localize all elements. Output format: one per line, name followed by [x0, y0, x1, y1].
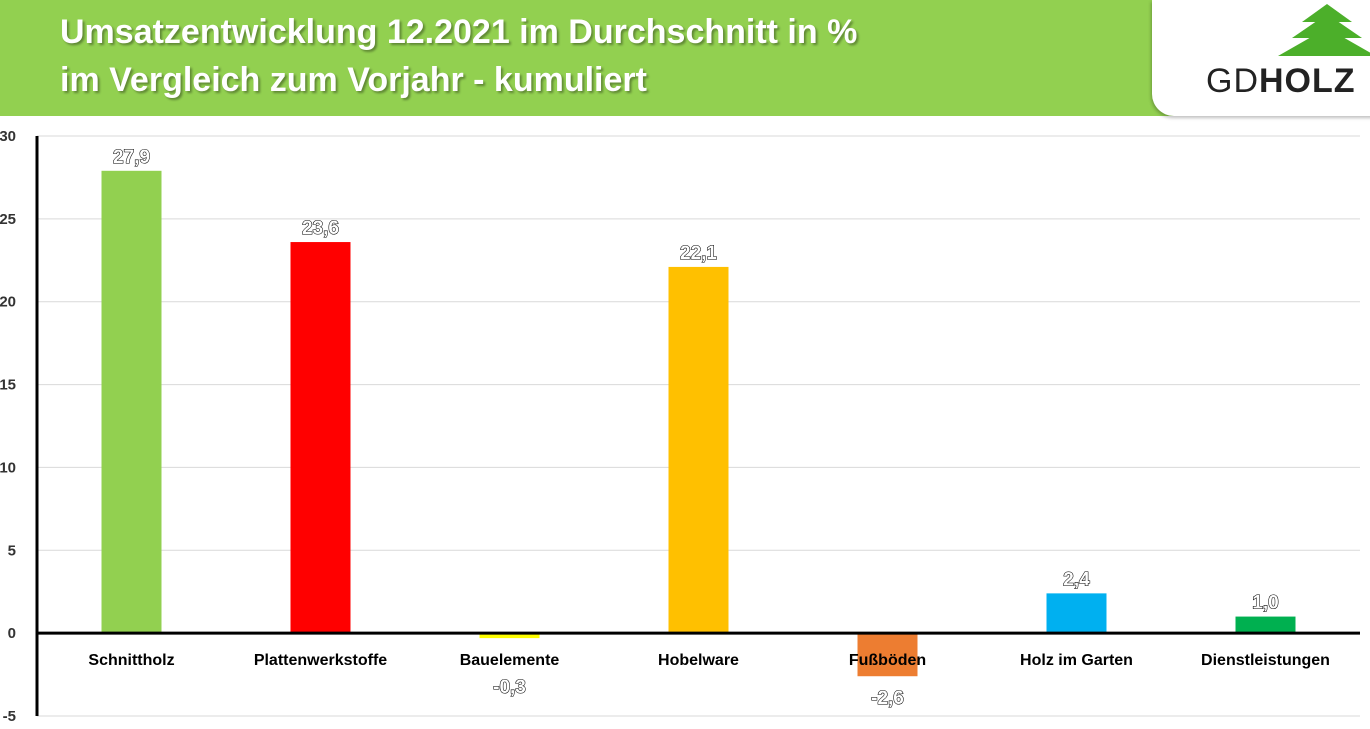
category-label: Holz im Garten [1020, 652, 1133, 669]
data-label: 27,9 [113, 147, 150, 168]
logo-text: GDHOLZ [1206, 62, 1356, 101]
data-label: 1,0 [1252, 593, 1278, 614]
category-label: Plattenwerkstoffe [254, 652, 387, 669]
logo: GDHOLZ [1152, 0, 1370, 116]
data-label: 2,4 [1063, 569, 1090, 590]
data-label: -0,3 [493, 677, 526, 698]
data-labels: 27,9 23,6 -0,3 22,1 -2,6 2,4 1,0 [112, 146, 1279, 710]
y-tick-label: 10 [0, 459, 16, 476]
data-label: 23,6 [302, 218, 339, 239]
bar-fußböden [857, 633, 918, 677]
bar-plattenwerkstoffe [290, 242, 351, 634]
bar-holz-im-garten [1046, 593, 1107, 634]
category-labels: Schnittholz Plattenwerkstoffe Bauelemente H… [88, 652, 1330, 669]
bar-schnittholz [101, 170, 162, 634]
category-label: Dienstleistungen [1201, 652, 1330, 669]
y-tick-label: 0 [8, 625, 16, 642]
y-tick-label: 15 [0, 377, 16, 394]
y-tick-label: 25 [0, 211, 16, 228]
data-label: -2,6 [871, 688, 904, 709]
data-label: 22,1 [680, 243, 717, 264]
category-label: Bauelemente [460, 652, 560, 669]
fir-tree-icon [1278, 4, 1370, 56]
y-tick-label: 30 [0, 128, 16, 145]
bar-bauelemente [479, 633, 540, 639]
logo-text-holz: HOLZ [1259, 62, 1356, 100]
y-tick-label: 5 [8, 542, 16, 559]
category-label: Schnittholz [88, 652, 174, 669]
logo-text-gd: GD [1206, 62, 1259, 100]
header-banner: Umsatzentwicklung 12.2021 im Durchschnit… [0, 0, 1370, 116]
title-line-1: Umsatzentwicklung 12.2021 im Durchschnit… [60, 13, 858, 51]
y-tick-label: 20 [0, 294, 16, 311]
title-line-2: im Vergleich zum Vorjahr - kumuliert [60, 61, 647, 99]
bar-hobelware [668, 266, 729, 634]
page-title: Umsatzentwicklung 12.2021 im Durchschnit… [60, 8, 857, 104]
y-tick-labels: -5 0 5 10 15 20 25 30 [0, 128, 16, 725]
bar-dienstleistungen [1235, 616, 1296, 634]
axes [35, 136, 1360, 716]
y-tick-label: -5 [3, 708, 16, 725]
category-label: Fußböden [849, 652, 926, 669]
bars [101, 170, 1296, 677]
bar-chart: -5 0 5 10 15 20 25 30 Schnittholz Plattenwerksto… [0, 128, 1360, 725]
category-label: Hobelware [658, 652, 739, 669]
